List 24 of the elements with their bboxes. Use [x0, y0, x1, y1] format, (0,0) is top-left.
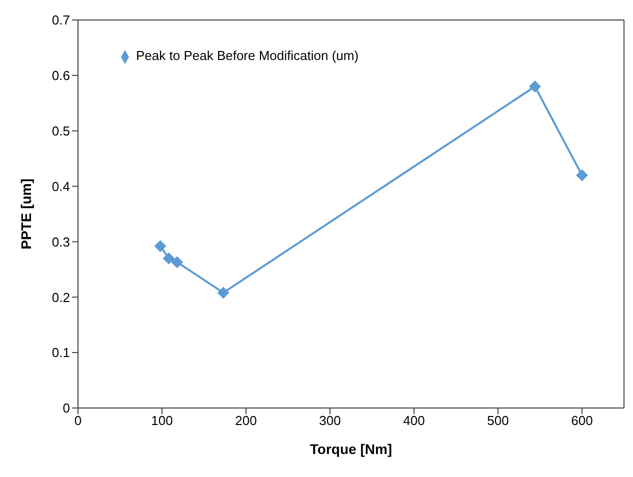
x-axis-title: Torque [Nm]	[310, 441, 392, 457]
x-tick-label: 500	[487, 413, 509, 428]
y-tick-label: 0.7	[52, 12, 70, 28]
x-tick-label: 0	[74, 413, 82, 428]
y-axis-title: PPTE [um]	[18, 178, 34, 250]
point	[576, 169, 588, 182]
y-tick-label: 0.4	[52, 178, 70, 194]
point	[528, 80, 541, 93]
y-tick-label: 0.5	[52, 123, 70, 138]
y-tick-label: 0.2	[52, 290, 70, 305]
legend-label: Peak to Peak Before Modification (um)	[136, 48, 359, 63]
x-tick-label: 300	[319, 413, 341, 428]
x-tick-label: 200	[235, 413, 257, 428]
y-tick-label: 0	[62, 400, 70, 416]
y-tick-label: 0.1	[52, 345, 70, 360]
y-tick-label: 0.6	[52, 68, 70, 84]
x-tick-label: 100	[151, 413, 173, 428]
x-tick-label: 400	[403, 413, 425, 428]
x-tick-label: 600	[571, 413, 593, 428]
point	[217, 286, 230, 299]
y-tick-label: 0.3	[52, 234, 70, 250]
point	[162, 252, 175, 264]
point	[154, 240, 166, 252]
point	[171, 256, 184, 268]
